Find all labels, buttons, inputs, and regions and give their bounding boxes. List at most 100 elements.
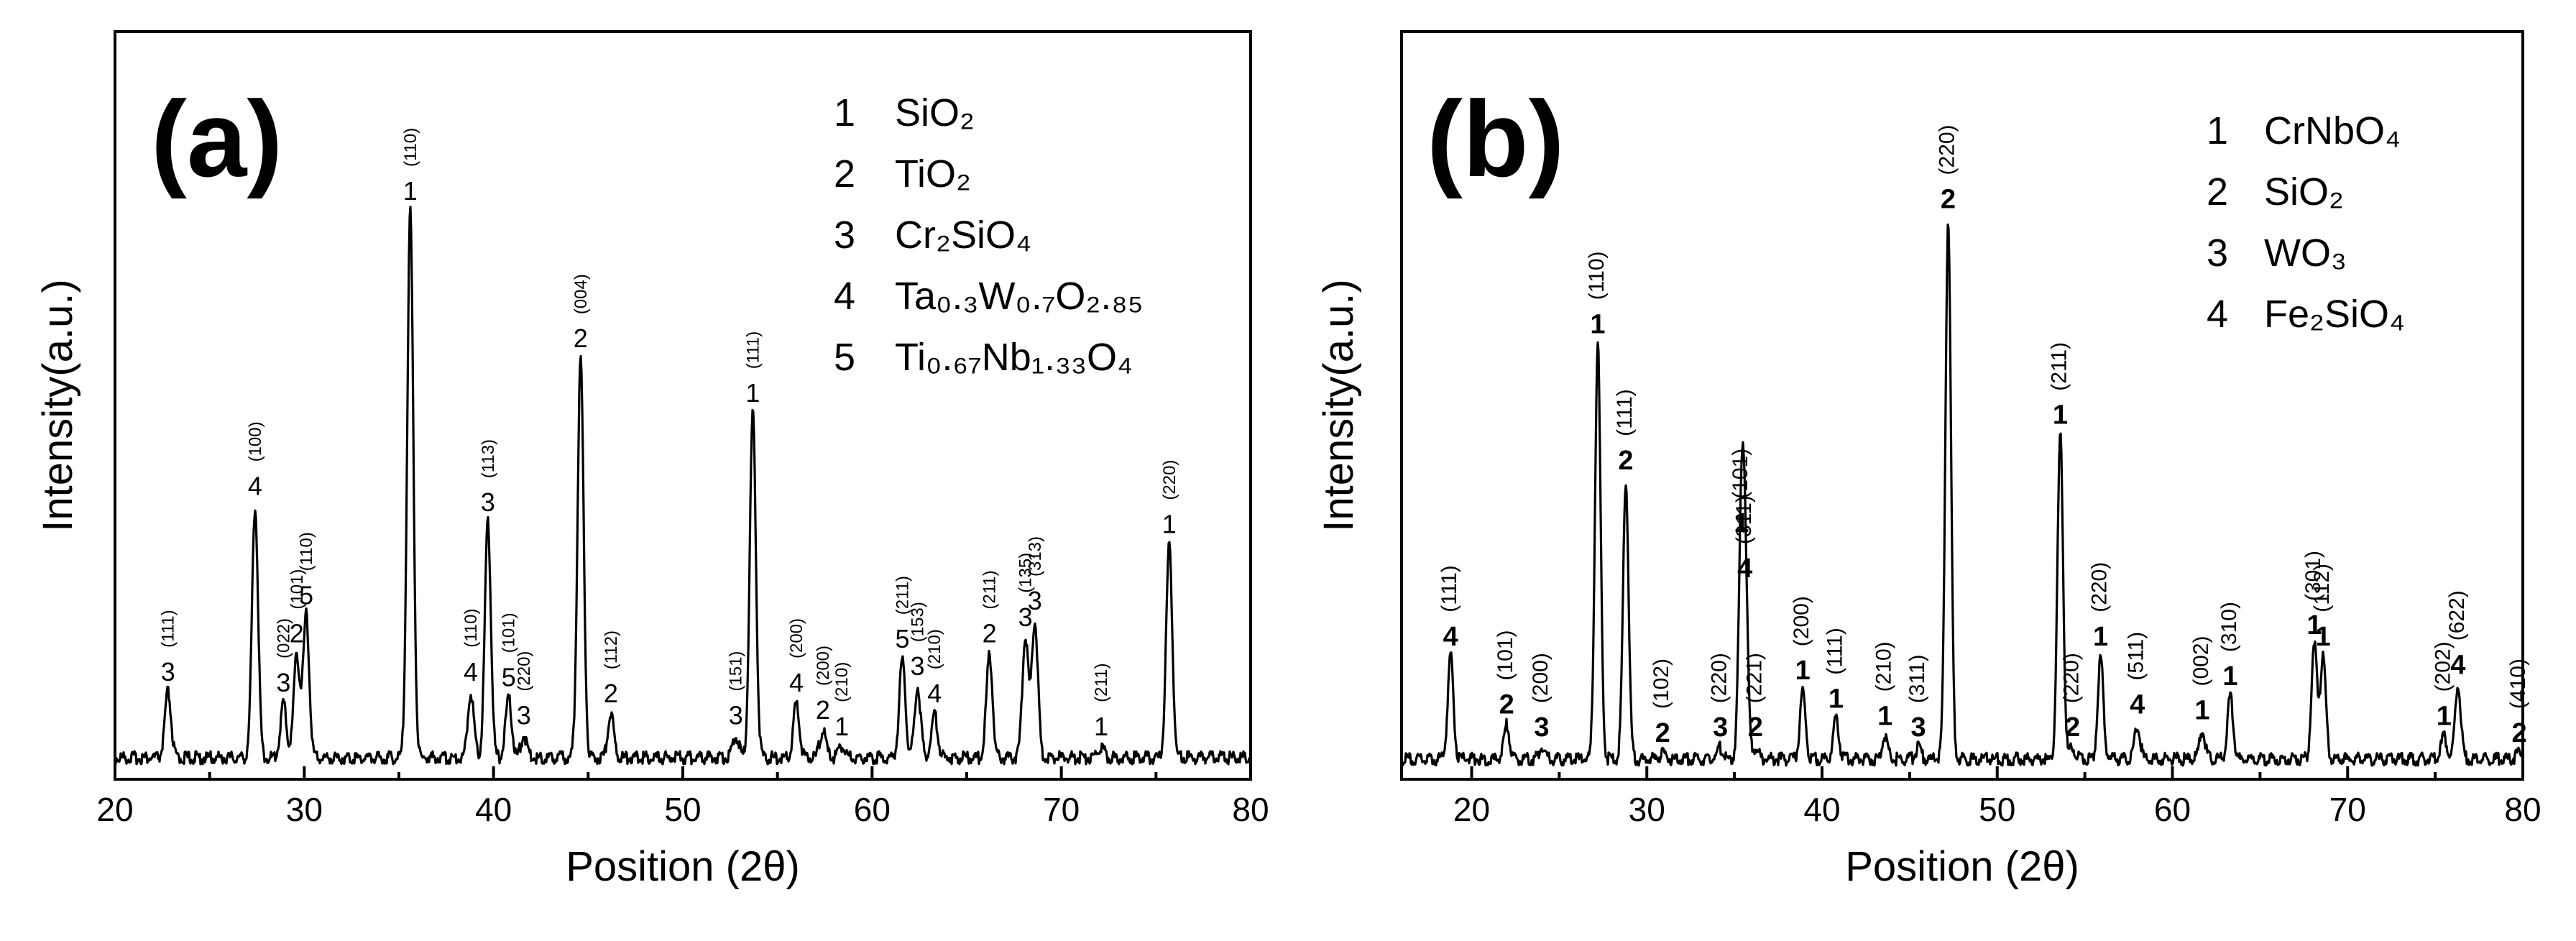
peak-label-a-24: 1 [1162,510,1177,539]
xtick-label-b-30: 30 [1629,791,1665,828]
peak-hkl-b-14: (220) [1936,124,1959,175]
peak-hkl-a-19: (210) [925,629,944,669]
peak-label-a-14: 4 [789,668,804,697]
peak-label-a-3: 2 [290,619,304,648]
peak-hkl-b-6: (220) [1708,653,1731,703]
legend-b-phase-4: Fe₂SiO₄ [2264,293,2405,336]
peak-label-a-2: 3 [276,668,290,697]
legend-a-num-4: 4 [834,275,855,318]
peak-hkl-a-0: (111) [159,610,178,647]
peak-hkl-a-15: (200) [814,646,833,686]
peak-hkl-a-5: (110) [401,128,420,167]
peak-label-b-0: 4 [1443,622,1458,652]
peak-label-b-10: 1 [1795,656,1811,686]
peak-label-a-12: 3 [729,701,743,730]
peak-hkl-b-18: (511) [2125,632,2148,681]
legend-b-phase-3: WO₃ [2264,231,2347,275]
legend-a-num-2: 2 [834,152,855,196]
peak-label-a-19: 4 [927,679,942,708]
peak-hkl-b-24: (622) [2445,590,2469,641]
peak-hkl-b-17: (220) [2088,562,2112,612]
peak-hkl-a-14: (200) [787,618,806,658]
peak-hkl-b-4: (111) [1613,389,1637,436]
legend-a-phase-5: Ti₀.₆₇Nb₁.₃₃O₄ [895,336,1133,379]
peak-hkl-b-0: (111) [1438,565,1461,612]
legend-a-phase-2: TiO₂ [895,152,971,196]
peak-label-b-15: 1 [2053,400,2068,431]
legend-b-num-2: 2 [2207,170,2228,214]
peak-label-b-5: 2 [1655,718,1670,748]
peak-label-a-21: 3 [1018,602,1033,632]
panel-b-frame [1400,30,2524,781]
peak-hkl-a-22: (313) [1026,536,1045,577]
panel-b-ylabel: Intensity(a.u.) [1315,279,1362,531]
xrd-trace-a [114,206,1252,766]
peak-label-a-1: 4 [248,471,262,500]
peak-label-a-0: 3 [161,657,175,687]
peak-hkl-b-23: (202) [2431,641,2455,692]
peak-label-a-4: 5 [299,580,313,610]
xtick-label-a-20: 20 [96,791,133,828]
panel-b: (b) Position (2θ) Intensity(a.u.) 1 CrNb… [1315,30,2542,890]
peak-hkl-b-9: (221) [1742,653,1766,703]
panel-a-label: (a) [151,78,282,199]
panel-b-legend: 1 CrNbO₄ 2 SiO₂ 3 WO₃ 4 Fe₂SiO₄ [2207,109,2405,336]
peak-hkl-b-10: (200) [1790,596,1813,646]
legend-b-num-4: 4 [2207,293,2228,336]
peak-label-a-16: 1 [834,712,849,741]
legend-a-num-1: 1 [834,91,855,134]
peak-label-a-8: 5 [502,662,516,692]
xtick-label-b-40: 40 [1803,791,1840,828]
peak-hkl-b-1: (101) [1494,630,1517,681]
peak-label-a-20: 2 [983,619,997,648]
panel-b-label: (b) [1427,78,1565,199]
xtick-label-a-60: 60 [854,791,891,828]
legend-a-num-5: 5 [834,336,855,379]
peak-hkl-a-12: (151) [727,651,746,692]
peak-label-b-8: 4 [1737,554,1752,584]
xtick-label-a-30: 30 [286,791,323,828]
peak-hkl-b-22: (112) [2310,564,2334,612]
peak-label-b-24: 4 [2450,650,2465,680]
xtick-label-a-70: 70 [1043,791,1080,828]
xtick-label-b-80: 80 [2504,791,2541,828]
peak-label-a-7: 3 [481,487,495,517]
peak-label-b-3: 1 [1590,309,1605,339]
peak-label-b-14: 2 [1941,185,1956,215]
peak-hkl-a-2: (022) [274,618,293,658]
peak-hkl-b-2: (200) [1529,653,1552,703]
xtick-label-a-40: 40 [475,791,512,828]
legend-a-phase-4: Ta₀.₃W₀.₇O₂.₈₅ [895,275,1144,318]
peak-label-b-16: 2 [2065,712,2080,743]
peak-label-b-19: 1 [2194,696,2209,726]
peak-hkl-b-12: (210) [1872,641,1896,692]
peak-label-a-6: 4 [464,657,478,687]
peak-label-a-18: 3 [911,651,925,681]
peak-label-a-15: 2 [816,695,830,725]
legend-b-num-3: 3 [2207,231,2228,275]
peak-hkl-a-24: (220) [1160,460,1179,500]
peak-hkl-a-18: (153) [908,602,928,642]
xtick-label-a-80: 80 [1232,791,1269,828]
panel-a-legend: 1 SiO₂ 2 TiO₂ 3 Cr₂SiO₄ 4 Ta₀.₃W₀.₇O₂.₈₅… [834,91,1144,379]
peak-hkl-b-7: (101) [1729,449,1752,499]
peak-hkl-a-4: (110) [297,532,316,571]
xtick-label-b-50: 50 [1979,791,2015,828]
peak-hkl-b-15: (211) [2048,342,2071,391]
peak-label-b-7: 1 [1734,508,1749,538]
peak-hkl-b-21: (301) [2301,551,2325,601]
panel-a: (a) Position (2θ) Intensity(a.u.) 1 SiO₂… [34,30,1269,890]
peak-hkl-b-8: (311) [1732,495,1756,544]
peak-hkl-b-13: (311) [1905,654,1929,703]
peak-label-b-2: 3 [1534,712,1549,743]
peak-hkl-b-11: (111) [1823,628,1847,675]
peak-label-a-5: 1 [403,176,418,206]
peak-label-b-6: 3 [1713,712,1728,743]
peak-hkl-b-20: (310) [2217,602,2241,652]
peak-hkl-b-3: (110) [1585,251,1609,300]
peak-hkl-a-16: (210) [832,662,852,702]
peak-label-b-13: 3 [1910,712,1926,743]
xtick-label-b-60: 60 [2154,791,2191,828]
peak-hkl-a-6: (110) [461,609,481,648]
peak-hkl-b-25: (410) [2506,658,2530,709]
